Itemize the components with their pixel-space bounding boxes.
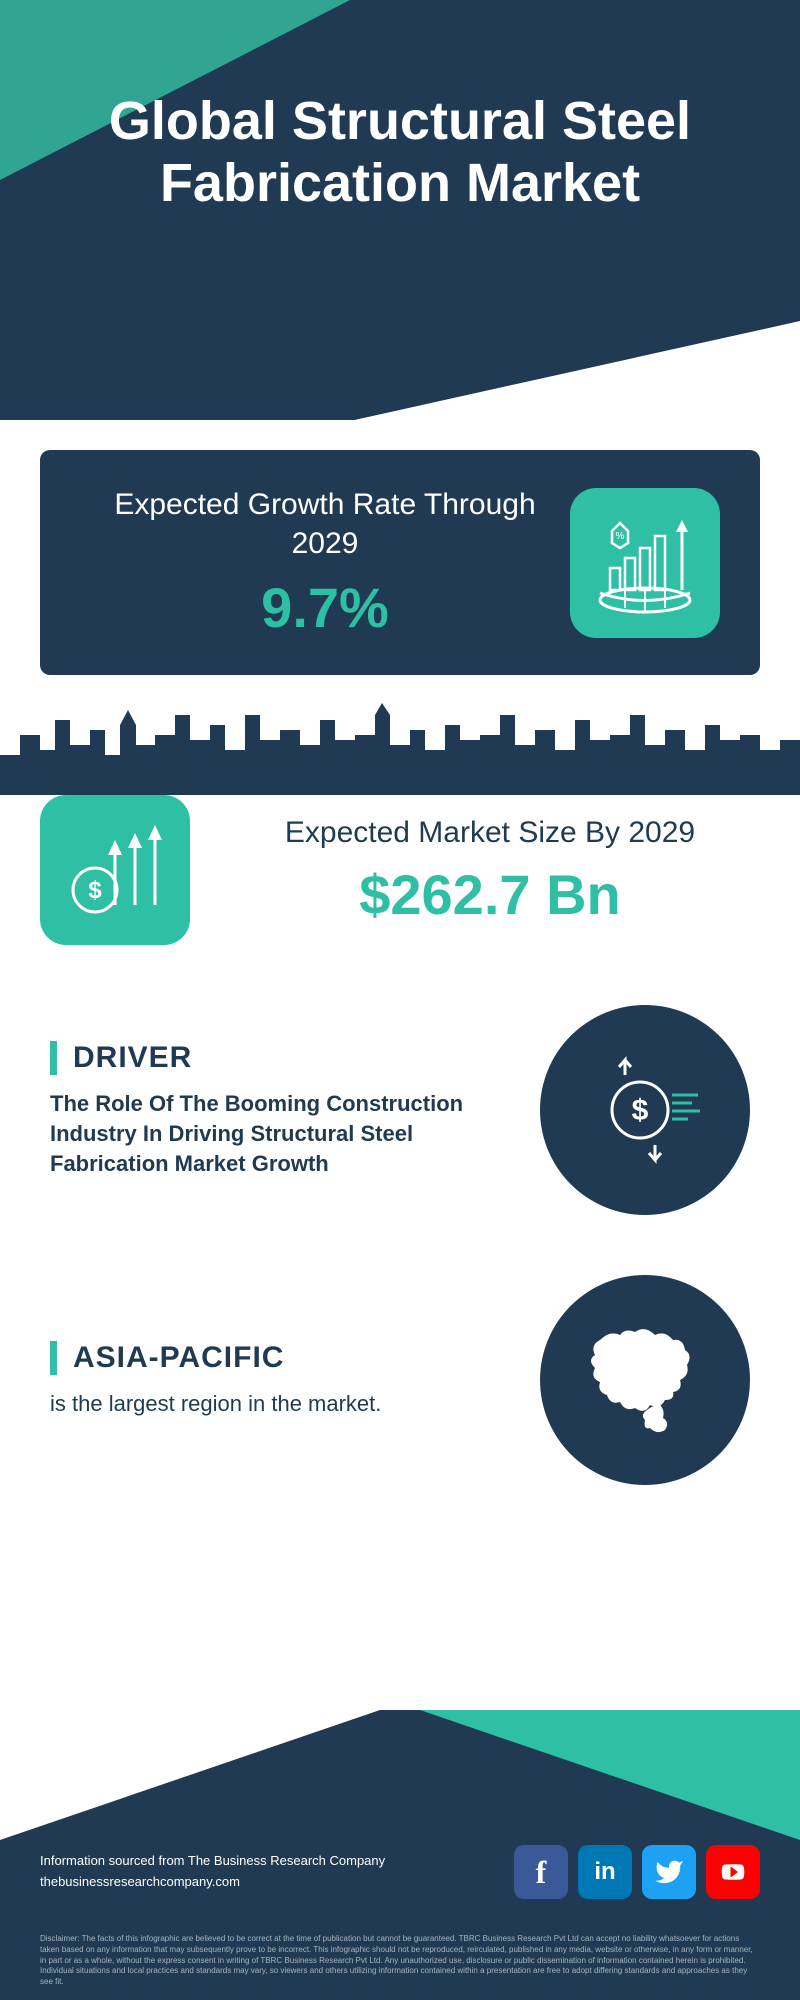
footer: Information sourced from The Business Re… [0,1710,800,2000]
region-text: ASIA-PACIFIC is the largest region in th… [50,1341,510,1419]
footer-source: Information sourced from The Business Re… [40,1851,385,1872]
social-links: f in [514,1845,760,1899]
svg-text:%: % [616,531,625,542]
driver-text: DRIVER The Role Of The Booming Construct… [50,1041,510,1178]
region-heading: ASIA-PACIFIC [50,1341,510,1375]
region-row: ASIA-PACIFIC is the largest region in th… [0,1245,800,1515]
driver-row: DRIVER The Role Of The Booming Construct… [0,975,800,1245]
driver-icon: $ [540,1005,750,1215]
footer-url: thebusinessresearchcompany.com [40,1872,385,1893]
facebook-icon[interactable]: f [514,1845,568,1899]
driver-body: The Role Of The Booming Construction Ind… [50,1089,510,1178]
market-size-value: $262.7 Bn [220,862,760,927]
region-body: is the largest region in the market. [50,1389,510,1419]
market-size-card: $ Expected Market Size By 2029 $262.7 Bn [0,795,800,975]
header: Global Structural Steel Fabrication Mark… [0,0,800,420]
footer-info: Information sourced from The Business Re… [40,1851,385,1893]
footer-accent-left [0,1710,380,1840]
growth-chart-icon: % [570,488,720,638]
disclaimer-text: Disclaimer: The facts of this infographi… [40,1934,760,1988]
city-skyline [0,685,800,795]
header-accent-bottom-right [350,321,800,421]
growth-rate-value: 9.7% [80,575,570,640]
globe-icon [540,1275,750,1485]
twitter-icon[interactable] [642,1845,696,1899]
linkedin-icon[interactable]: in [578,1845,632,1899]
market-size-label: Expected Market Size By 2029 [220,813,760,852]
youtube-icon[interactable] [706,1845,760,1899]
footer-content: Information sourced from The Business Re… [40,1845,760,1899]
page-title: Global Structural Steel Fabrication Mark… [40,90,760,214]
growth-rate-text: Expected Growth Rate Through 2029 9.7% [80,485,570,640]
footer-accent-right [420,1710,800,1840]
market-size-text: Expected Market Size By 2029 $262.7 Bn [220,813,760,927]
driver-heading: DRIVER [50,1041,510,1075]
growth-rate-label: Expected Growth Rate Through 2029 [80,485,570,563]
svg-text:$: $ [88,877,102,904]
market-size-icon: $ [40,795,190,945]
svg-text:$: $ [632,1094,649,1127]
growth-rate-card: Expected Growth Rate Through 2029 9.7% % [40,450,760,675]
